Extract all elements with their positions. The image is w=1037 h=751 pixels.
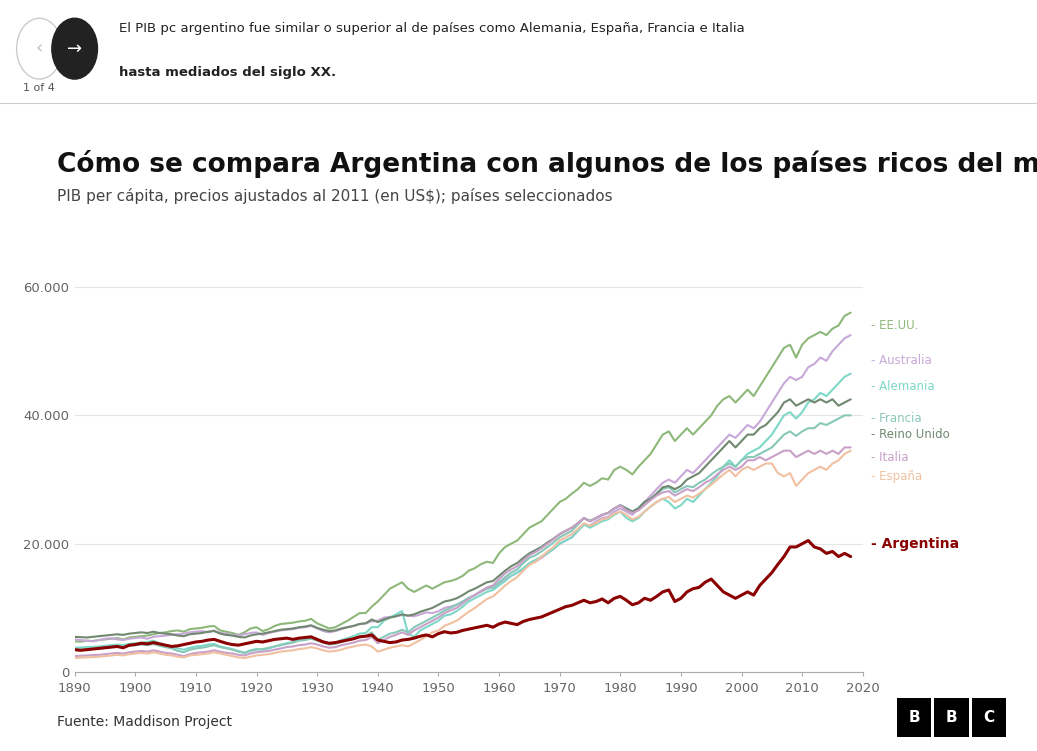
Text: - Argentina: - Argentina — [871, 537, 959, 550]
Text: Fuente: Maddison Project: Fuente: Maddison Project — [57, 716, 232, 729]
Text: ‹: ‹ — [36, 40, 43, 58]
Text: - Italia: - Italia — [871, 451, 908, 463]
Text: B: B — [946, 710, 957, 725]
Text: - Francia: - Francia — [871, 412, 922, 425]
Text: B: B — [908, 710, 920, 725]
Text: - EE.UU.: - EE.UU. — [871, 319, 919, 332]
Text: Cómo se compara Argentina con algunos de los países ricos del mundo: Cómo se compara Argentina con algunos de… — [57, 150, 1037, 178]
Ellipse shape — [17, 18, 62, 79]
Text: hasta mediados del siglo XX.: hasta mediados del siglo XX. — [119, 67, 336, 80]
Text: PIB per cápita, precios ajustados al 2011 (en US$); países seleccionados: PIB per cápita, precios ajustados al 201… — [57, 188, 613, 204]
Text: - España: - España — [871, 470, 922, 483]
Ellipse shape — [52, 18, 97, 79]
Text: El PIB pc argentino fue similar o superior al de países como Alemania, España, F: El PIB pc argentino fue similar o superi… — [119, 22, 750, 35]
Text: C: C — [983, 710, 994, 725]
Text: 1 of 4: 1 of 4 — [24, 83, 55, 93]
Text: - Alemania: - Alemania — [871, 380, 934, 393]
Text: - Australia: - Australia — [871, 354, 932, 367]
Text: - Reino Unido: - Reino Unido — [871, 428, 950, 441]
Text: →: → — [67, 40, 82, 58]
